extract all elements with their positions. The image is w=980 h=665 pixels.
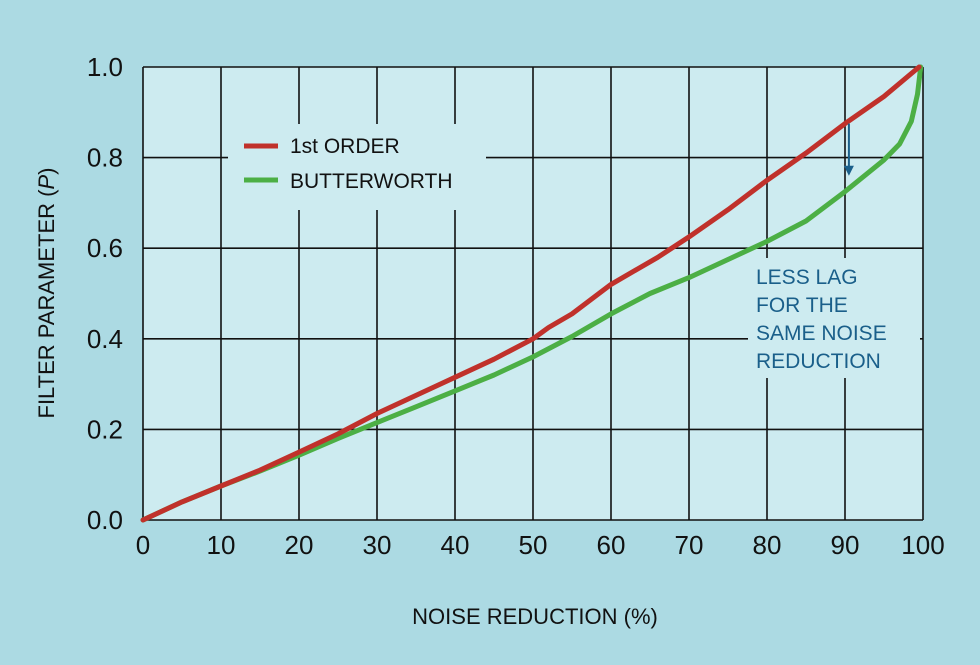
y-tick-label: 0.2	[87, 414, 123, 444]
x-tick-label: 30	[363, 530, 392, 560]
legend-label-1st-order: 1st ORDER	[290, 135, 400, 158]
y-tick-label: 0.4	[87, 324, 123, 354]
y-tick-label: 1.0	[87, 52, 123, 82]
x-tick-label: 10	[207, 530, 236, 560]
x-tick-labels: 0 10 20 30 40 50 60 70 80 90 100	[136, 530, 945, 560]
y-axis-title-variable: P	[34, 175, 59, 190]
annotation-background	[748, 258, 920, 378]
y-tick-label: 0.0	[87, 505, 123, 535]
y-axis-title-prefix: FILTER PARAMETER (	[34, 189, 59, 419]
x-tick-label: 60	[597, 530, 626, 560]
x-tick-label: 70	[675, 530, 704, 560]
x-tick-label: 50	[519, 530, 548, 560]
y-axis-title: FILTER PARAMETER (P)	[34, 168, 59, 419]
x-tick-label: 0	[136, 530, 150, 560]
x-tick-label: 100	[901, 530, 944, 560]
legend: 1st ORDER BUTTERWORTH	[228, 124, 486, 210]
annotation-line-1: LESS LAG	[756, 266, 858, 289]
y-tick-label: 0.8	[87, 143, 123, 173]
annotation-arrow-head	[843, 165, 854, 176]
y-tick-labels: 0.0 0.2 0.4 0.6 0.8 1.0	[87, 52, 123, 535]
x-tick-label: 80	[753, 530, 782, 560]
x-tick-label: 20	[285, 530, 314, 560]
x-tick-label: 90	[831, 530, 860, 560]
y-axis-title-suffix: )	[34, 168, 59, 175]
x-tick-label: 40	[441, 530, 470, 560]
annotation-line-2: FOR THE	[756, 294, 848, 317]
series-lines	[140, 64, 924, 523]
y-tick-label: 0.6	[87, 233, 123, 263]
legend-background	[228, 124, 486, 210]
series-line-1st-order	[140, 64, 922, 523]
legend-label-butterworth: BUTTERWORTH	[290, 170, 453, 193]
x-axis-title: NOISE REDUCTION (%)	[412, 604, 658, 629]
annotation-line-3: SAME NOISE	[756, 322, 887, 345]
annotation-line-4: REDUCTION	[756, 350, 881, 373]
annotation: LESS LAG FOR THE SAME NOISE REDUCTION	[748, 123, 920, 378]
